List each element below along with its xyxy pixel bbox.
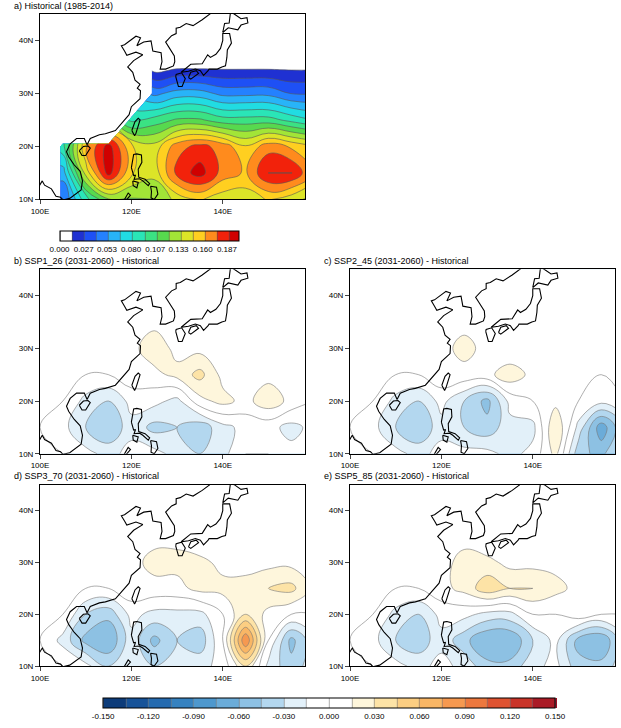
svg-text:-0.150: -0.150 (92, 712, 115, 721)
svg-text:10N: 10N (329, 450, 344, 459)
svg-text:120E: 120E (432, 674, 451, 683)
svg-text:0.150: 0.150 (545, 712, 566, 721)
svg-text:20N: 20N (329, 397, 344, 406)
svg-text:20N: 20N (19, 610, 34, 619)
svg-text:e) SSP5_85 (2031-2060) - Histo: e) SSP5_85 (2031-2060) - Historical (324, 471, 469, 481)
svg-text:140E: 140E (523, 674, 542, 683)
svg-text:100E: 100E (341, 461, 360, 470)
svg-text:0.000: 0.000 (50, 245, 71, 254)
svg-text:140E: 140E (523, 461, 542, 470)
svg-text:20N: 20N (19, 397, 34, 406)
svg-text:0.090: 0.090 (455, 712, 476, 721)
svg-text:120E: 120E (122, 674, 141, 683)
svg-text:30N: 30N (19, 89, 34, 98)
svg-text:10N: 10N (329, 662, 344, 671)
svg-text:10N: 10N (19, 450, 34, 459)
svg-text:-0.060: -0.060 (227, 712, 250, 721)
svg-text:30N: 30N (19, 344, 34, 353)
svg-text:0.120: 0.120 (500, 712, 521, 721)
svg-text:0.060: 0.060 (410, 712, 431, 721)
svg-text:-0.090: -0.090 (182, 712, 205, 721)
svg-text:0.027: 0.027 (74, 245, 95, 254)
svg-text:20N: 20N (19, 142, 34, 151)
svg-text:40N: 40N (329, 506, 344, 515)
svg-text:a) Historical (1985-2014): a) Historical (1985-2014) (14, 1, 113, 11)
svg-text:40N: 40N (19, 291, 34, 300)
svg-text:30N: 30N (329, 558, 344, 567)
svg-text:0.133: 0.133 (169, 245, 190, 254)
svg-text:0.187: 0.187 (217, 245, 238, 254)
svg-text:40N: 40N (19, 506, 34, 515)
svg-text:30N: 30N (329, 344, 344, 353)
svg-text:-0.030: -0.030 (273, 712, 296, 721)
svg-text:d) SSP3_70 (2031-2060) - Histo: d) SSP3_70 (2031-2060) - Historical (14, 471, 159, 481)
svg-text:30N: 30N (19, 558, 34, 567)
svg-text:140E: 140E (213, 674, 232, 683)
svg-text:100E: 100E (31, 461, 50, 470)
svg-text:100E: 100E (341, 674, 360, 683)
svg-text:100E: 100E (31, 674, 50, 683)
svg-text:140E: 140E (213, 461, 232, 470)
svg-text:120E: 120E (122, 207, 141, 216)
svg-text:10N: 10N (19, 195, 34, 204)
svg-text:0.030: 0.030 (364, 712, 385, 721)
svg-text:0.000: 0.000 (319, 712, 340, 721)
svg-text:0.053: 0.053 (97, 245, 118, 254)
svg-text:10N: 10N (19, 662, 34, 671)
svg-text:0.107: 0.107 (145, 245, 166, 254)
svg-text:120E: 120E (432, 461, 451, 470)
svg-text:20N: 20N (329, 610, 344, 619)
svg-text:40N: 40N (19, 36, 34, 45)
svg-text:-0.120: -0.120 (137, 712, 160, 721)
svg-text:c) SSP2_45 (2031-2060) - Histo: c) SSP2_45 (2031-2060) - Historical (324, 256, 469, 266)
svg-text:40N: 40N (329, 291, 344, 300)
svg-text:b) SSP1_26 (2031-2060) - Histo: b) SSP1_26 (2031-2060) - Historical (14, 256, 159, 266)
svg-text:100E: 100E (31, 207, 50, 216)
svg-text:0.160: 0.160 (193, 245, 214, 254)
svg-text:0.080: 0.080 (121, 245, 142, 254)
svg-text:120E: 120E (122, 461, 141, 470)
svg-text:140E: 140E (213, 207, 232, 216)
